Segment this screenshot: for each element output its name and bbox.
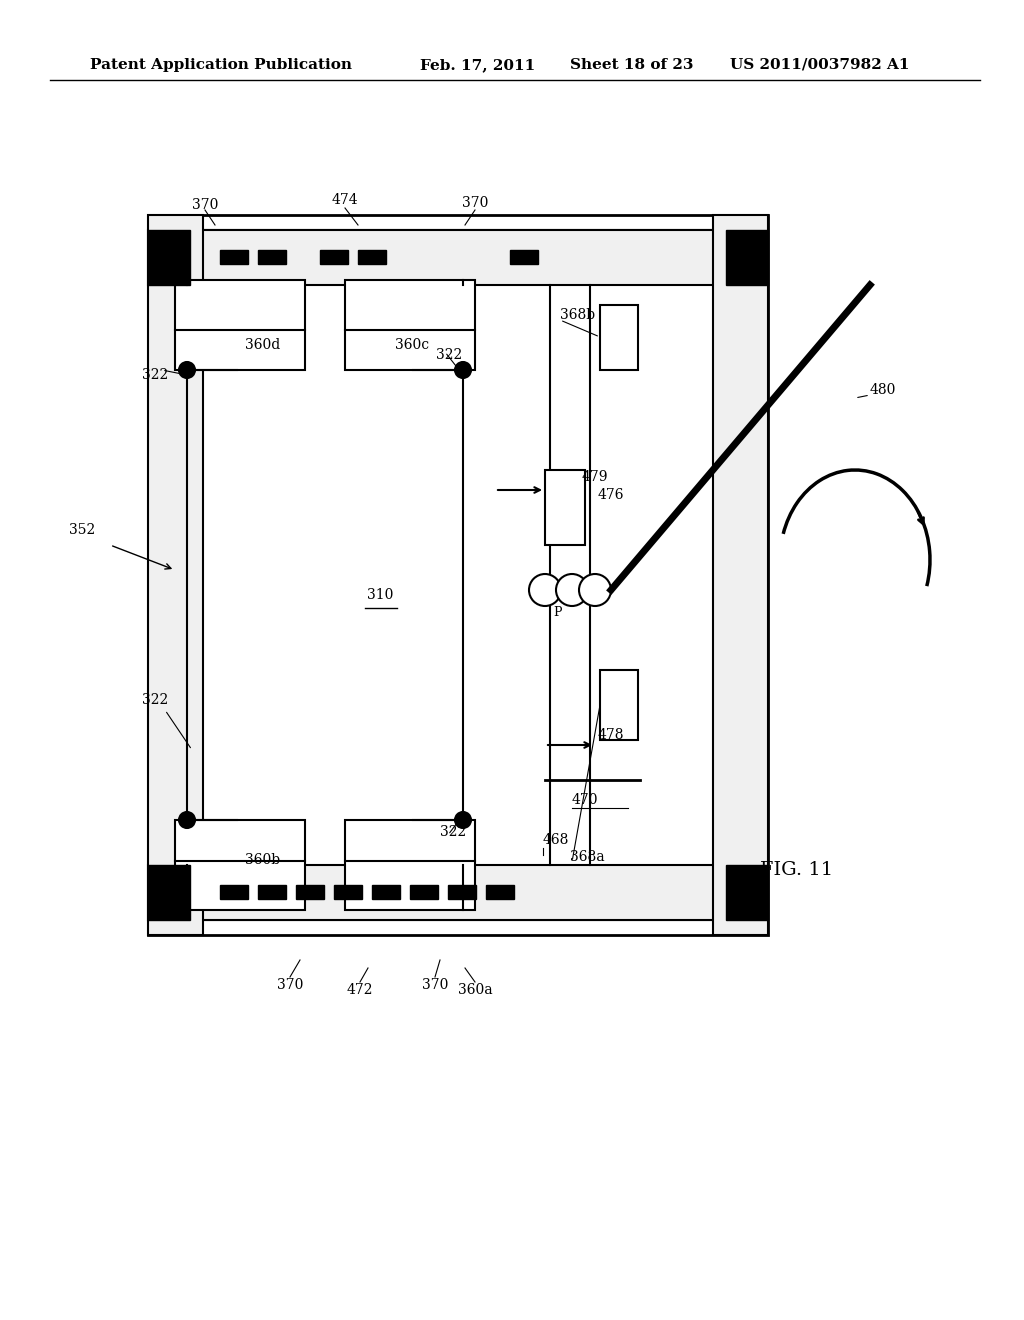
Bar	[345, 820, 475, 909]
Bar	[148, 230, 190, 285]
Bar	[148, 865, 190, 920]
Bar	[175, 820, 305, 909]
Bar	[334, 884, 362, 899]
Text: Feb. 17, 2011: Feb. 17, 2011	[420, 58, 536, 73]
Circle shape	[179, 362, 195, 378]
Text: 360c: 360c	[395, 338, 429, 352]
Text: 479: 479	[582, 470, 608, 484]
Text: 468: 468	[543, 833, 569, 847]
Bar	[372, 884, 400, 899]
Bar	[410, 884, 438, 899]
Bar	[449, 884, 476, 899]
Text: 470: 470	[572, 793, 598, 807]
Text: 360a: 360a	[458, 983, 493, 997]
Bar	[296, 884, 324, 899]
Text: 322: 322	[436, 348, 462, 362]
Bar	[148, 865, 768, 920]
Text: 352: 352	[69, 523, 95, 537]
Bar	[220, 249, 248, 264]
Text: 370: 370	[191, 198, 218, 213]
Bar	[175, 280, 305, 370]
Text: 322: 322	[440, 825, 466, 840]
Bar	[258, 249, 286, 264]
Text: 368b: 368b	[560, 308, 595, 322]
Circle shape	[529, 574, 561, 606]
Bar	[148, 215, 768, 935]
Text: 472: 472	[347, 983, 374, 997]
Bar	[545, 470, 585, 545]
Text: 480: 480	[870, 383, 896, 397]
Bar	[148, 215, 203, 935]
Text: 370: 370	[422, 978, 449, 993]
Bar	[726, 230, 768, 285]
Bar	[258, 884, 286, 899]
Text: P: P	[554, 606, 562, 619]
Text: 322: 322	[141, 368, 168, 381]
Text: 370: 370	[276, 978, 303, 993]
Text: 370: 370	[462, 195, 488, 210]
Bar	[510, 249, 538, 264]
Text: US 2011/0037982 A1: US 2011/0037982 A1	[730, 58, 909, 73]
Circle shape	[179, 812, 195, 828]
Text: 474: 474	[332, 193, 358, 207]
Circle shape	[455, 812, 471, 828]
Text: 360d: 360d	[245, 338, 281, 352]
Bar	[600, 671, 638, 741]
Circle shape	[556, 574, 588, 606]
Bar	[600, 305, 638, 370]
Bar	[163, 230, 753, 920]
Text: 368a: 368a	[570, 850, 604, 865]
Bar	[486, 884, 514, 899]
Text: FIG. 11: FIG. 11	[760, 861, 834, 879]
Circle shape	[455, 362, 471, 378]
Bar	[726, 865, 768, 920]
Text: 322: 322	[141, 693, 168, 708]
Text: Patent Application Publication: Patent Application Publication	[90, 58, 352, 73]
Bar	[713, 215, 768, 935]
Bar	[358, 249, 386, 264]
Text: 310: 310	[367, 587, 393, 602]
Text: Sheet 18 of 23: Sheet 18 of 23	[570, 58, 693, 73]
Bar	[319, 249, 348, 264]
Circle shape	[579, 574, 611, 606]
Bar	[220, 884, 248, 899]
Bar	[148, 230, 768, 285]
Bar	[345, 280, 475, 370]
Text: 360b: 360b	[245, 853, 281, 867]
Text: 478: 478	[598, 729, 625, 742]
Text: 476: 476	[598, 488, 625, 502]
